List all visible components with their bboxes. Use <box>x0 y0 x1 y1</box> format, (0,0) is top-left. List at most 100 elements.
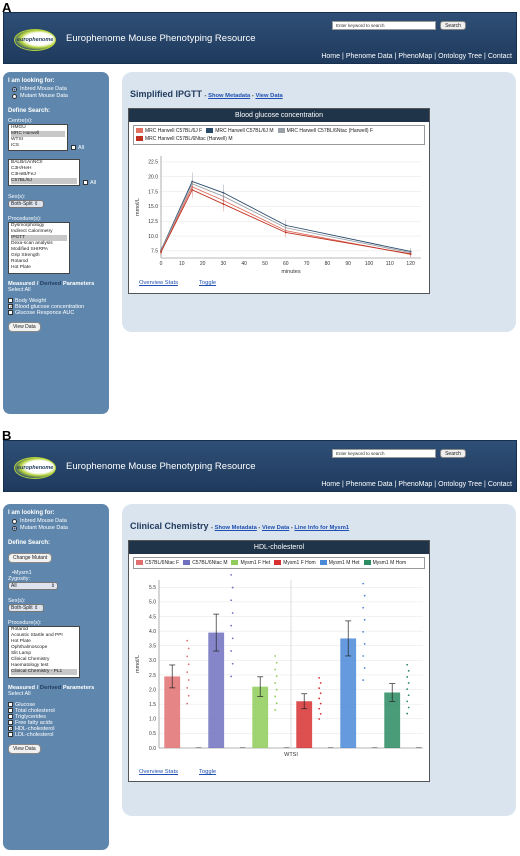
param-body-weight[interactable]: Body Weight <box>8 298 104 304</box>
search-button[interactable]: Search <box>440 449 466 458</box>
overview-stats-link[interactable]: Overview Stats <box>139 280 178 286</box>
list-item[interactable]: Grip Strength <box>11 253 40 258</box>
radio-inbred[interactable]: Inbred Mouse Data <box>12 86 104 92</box>
list-item[interactable]: WTSI <box>11 137 23 142</box>
radio-mutant[interactable]: Mutant Mouse Data <box>12 93 104 99</box>
line-info-link[interactable]: Line Info for Mysm1 <box>294 525 350 531</box>
nav-contact[interactable]: Contact <box>487 481 512 488</box>
bar <box>208 632 225 748</box>
list-item[interactable]: Hot Plate <box>11 639 31 644</box>
legend-swatch <box>206 128 214 134</box>
legend-item[interactable]: MRC Harwell C57BL/6Ntac (Harwell) F <box>277 128 373 134</box>
chart-title: Blood glucose concentration <box>129 109 429 122</box>
list-item[interactable]: Ophthalmoscope <box>11 645 48 650</box>
nav-phenomap[interactable]: PhenoMap <box>398 481 433 488</box>
list-item[interactable]: BALB/cAnNCrl <box>11 160 43 165</box>
list-item[interactable]: HMGU <box>11 125 26 130</box>
param-total-cholesterol[interactable]: Total cholesterol <box>8 708 104 714</box>
radio-mutant[interactable]: Mutant Mouse Data <box>12 525 104 531</box>
param-triglycerides[interactable]: Triglycerides <box>8 714 104 720</box>
list-item[interactable]: C57BL/6J <box>11 178 77 184</box>
list-item[interactable]: MRC Harwell <box>11 131 65 137</box>
show-metadata-link[interactable]: Show Metadata <box>214 525 257 531</box>
list-item[interactable]: Acoustic Startle and PPI <box>11 633 63 638</box>
list-item[interactable]: C3H/HeH <box>11 166 32 171</box>
view-data-button[interactable]: View Data <box>8 744 41 754</box>
sex-select[interactable]: Both-Split ⇕ <box>8 604 44 612</box>
view-data-link[interactable]: View Data <box>255 93 283 99</box>
list-item[interactable]: Clinical Chemistry <box>11 657 50 662</box>
strain-list[interactable]: BALB/cAnNCrl C3H/HeH C3HeB/FeJ C57BL/6J <box>8 159 80 186</box>
select-all-link[interactable]: Select All <box>8 691 31 697</box>
centres-all-checkbox[interactable]: All <box>71 145 84 151</box>
list-item[interactable]: Indirect Calorimetry <box>11 229 53 234</box>
select-all-link[interactable]: Select All <box>8 287 31 293</box>
list-item[interactable]: C3HeB/FeJ <box>11 172 36 177</box>
list-item[interactable]: Haematology test <box>11 663 49 668</box>
nav-ontology-tree[interactable]: Ontology Tree <box>438 53 483 60</box>
europhenome-logo[interactable]: europhenome <box>14 29 56 51</box>
list-item[interactable]: Dexa-scan analysis <box>11 241 53 246</box>
nav-phenome-data[interactable]: Phenome Data <box>345 53 393 60</box>
legend-item[interactable]: Mysm1 M Hom <box>363 560 406 566</box>
legend-item[interactable]: C57BL/6Ntac M <box>183 560 227 566</box>
nav-contact[interactable]: Contact <box>487 53 512 60</box>
list-item[interactable]: ICS <box>11 143 19 148</box>
europhenome-logo[interactable]: europhenome <box>14 457 56 479</box>
param-ldl-cholesterol[interactable]: LDL-cholesterol <box>8 732 104 738</box>
list-item[interactable]: Hot Plate <box>11 265 31 270</box>
view-data-link[interactable]: View Data <box>261 525 290 531</box>
legend-label: Mysm1 F Het <box>240 560 271 566</box>
procedures-list[interactable]: Rotarod Acoustic Startle and PPI Hot Pla… <box>8 626 80 678</box>
title-text: Simplified IPGTT <box>130 89 203 99</box>
legend-item[interactable]: C57BL/6Ntac F <box>136 560 179 566</box>
overview-stats-link[interactable]: Overview Stats <box>139 769 178 775</box>
param-blood-glucose[interactable]: ✓ Blood glucose concentration <box>8 304 104 310</box>
nav-phenome-data[interactable]: Phenome Data <box>345 481 393 488</box>
legend-item[interactable]: MRC Harwell C57BL/6J M <box>206 128 274 134</box>
zygosity-select[interactable]: All ⇕ <box>8 582 58 590</box>
radio-empty-icon <box>12 518 17 524</box>
list-item[interactable]: Modified SHIRPA <box>11 247 48 252</box>
param-glucose-auc[interactable]: Glucose Responce AUC <box>8 310 104 316</box>
centres-list[interactable]: HMGU MRC Harwell WTSI ICS <box>8 124 68 151</box>
derived-tab[interactable]: Derived <box>39 685 62 691</box>
legend-item[interactable]: Mysm1 F Het <box>231 560 270 566</box>
list-item[interactable]: Rotarod <box>11 627 29 632</box>
nav-home[interactable]: Home <box>321 481 341 488</box>
nav-ontology-tree[interactable]: Ontology Tree <box>438 481 483 488</box>
search-input[interactable]: Enter keyword to search <box>332 21 436 30</box>
param-free-fatty-acids[interactable]: Free fatty acids <box>8 720 104 726</box>
legend-item[interactable]: Mysm1 F Hom <box>274 560 316 566</box>
list-item[interactable]: Rotarod <box>11 259 29 264</box>
legend-item[interactable]: Mysm1 M Het <box>319 560 360 566</box>
param-hdl-cholesterol[interactable]: ✓ HDL-cholesterol <box>8 726 104 732</box>
derived-tab[interactable]: Derived <box>39 281 62 287</box>
nav-home[interactable]: Home <box>321 53 341 60</box>
show-metadata-link[interactable]: Show Metadata <box>208 93 251 99</box>
legend-item[interactable]: MRC Harwell C57BL/6J F <box>136 128 202 134</box>
select-arrows-icon: ⇕ <box>34 201 39 207</box>
view-data-button[interactable]: View Data <box>8 322 41 332</box>
x-tick-label: 110 <box>386 261 394 267</box>
toggle-link[interactable]: Toggle <box>199 280 217 286</box>
list-item[interactable]: Clinical Chemistry - PL1 <box>11 669 77 675</box>
legend-item[interactable]: MRC Harwell C57BL/6Ntac (Harwell) M <box>136 136 233 142</box>
toggle-link[interactable]: Toggle <box>199 769 217 775</box>
dash: - <box>289 525 295 531</box>
strain-all-checkbox[interactable]: All <box>83 180 96 186</box>
radio-inbred[interactable]: Inbred Mouse Data <box>12 518 104 524</box>
measured-tab[interactable]: Measured <box>8 281 36 287</box>
list-item[interactable]: Dysmorphology <box>11 223 45 228</box>
sex-select[interactable]: Both-Split ⇕ <box>8 200 44 208</box>
procedures-list[interactable]: Dysmorphology Indirect Calorimetry IPGTT… <box>8 222 70 274</box>
nav-phenomap[interactable]: PhenoMap <box>398 53 433 60</box>
y-tick-label: 4.0 <box>149 629 156 635</box>
search-button[interactable]: Search <box>440 21 466 30</box>
search-input[interactable]: Enter keyword to search <box>332 449 436 458</box>
list-item[interactable]: IPGTT <box>11 235 67 241</box>
param-glucose[interactable]: Glucose <box>8 702 104 708</box>
list-item[interactable]: Slit Lamp <box>11 651 31 656</box>
change-mutant-button[interactable]: Change Mutant <box>8 553 53 563</box>
measured-tab[interactable]: Measured <box>8 685 36 691</box>
